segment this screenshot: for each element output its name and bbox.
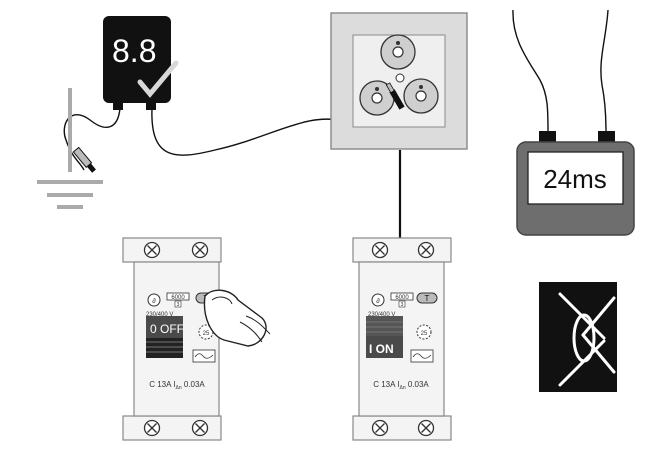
breaker-right: ∂ 6000 3 230/400 V T I ON 25 C 13A IΔn 0… [352, 237, 452, 441]
svg-text:25: 25 [421, 331, 428, 337]
breaker-left: ∂ 6000 3 230/400 V T 0 OFF 25 C 13A IΔn … [122, 237, 222, 441]
temperature-icon: 25 [416, 324, 432, 340]
socket-icon [330, 12, 468, 150]
tester-display: 8.8 [112, 33, 156, 69]
waveform-icon [410, 349, 434, 363]
svg-text:∂: ∂ [376, 298, 380, 305]
breaker-right-test-label: T [425, 294, 430, 303]
breaker-right-state: I ON [369, 342, 394, 356]
breaker-right-rating: 6000 [395, 295, 409, 301]
finger-press-icon [203, 289, 271, 347]
breaker-right-voltage: 230/400 V [368, 312, 395, 318]
temperature-icon: 25 [198, 324, 214, 340]
breaker-left-class: 3 [177, 302, 180, 308]
breaker-left-bottom-label: C 13A IΔn 0.03A [149, 380, 205, 391]
breaker-right-bottom-label: C 13A IΔn 0.03A [373, 380, 429, 391]
timer-reading: 24ms [543, 164, 607, 194]
breaker-right-test-button[interactable] [416, 292, 438, 304]
breaker-left-rating: 6000 [171, 295, 185, 301]
timer-meter: 24ms [516, 131, 635, 236]
waveform-icon [192, 349, 216, 363]
checkmark-icon [137, 60, 179, 98]
svg-text:∂: ∂ [152, 298, 156, 305]
breaker-right-class: 3 [401, 302, 404, 308]
svg-text:25: 25 [203, 331, 210, 337]
breaker-right-toggle[interactable] [366, 316, 403, 358]
ground-icon [37, 88, 103, 209]
eye-icon [539, 282, 617, 392]
breaker-left-voltage: 230/400 V [146, 312, 173, 318]
voltage-tester: 8.8 [103, 16, 179, 110]
breaker-left-toggle[interactable] [146, 316, 183, 358]
breaker-left-state: 0 OFF [150, 322, 184, 336]
